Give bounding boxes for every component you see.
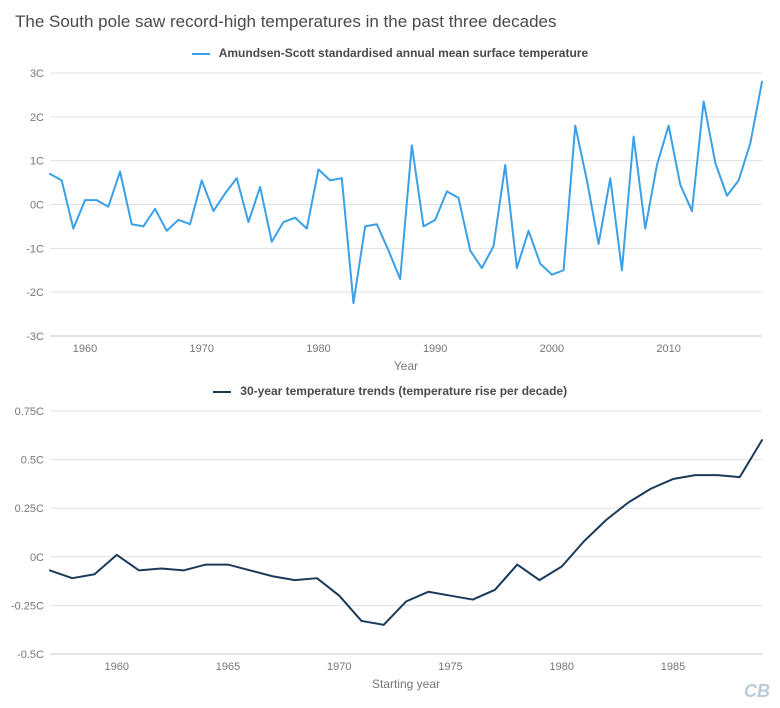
svg-text:1990: 1990	[423, 343, 447, 355]
svg-text:0C: 0C	[30, 200, 44, 212]
svg-text:3C: 3C	[30, 68, 44, 80]
svg-text:1960: 1960	[73, 343, 97, 355]
svg-text:1980: 1980	[550, 661, 574, 673]
svg-text:2000: 2000	[540, 343, 564, 355]
top-legend-label: Amundsen-Scott standardised annual mean …	[219, 46, 588, 60]
chart-container: The South pole saw record-high temperatu…	[0, 0, 780, 708]
svg-text:2010: 2010	[656, 343, 680, 355]
bottom-legend-swatch	[213, 391, 231, 393]
top-legend: Amundsen-Scott standardised annual mean …	[0, 40, 780, 68]
svg-text:-2C: -2C	[26, 287, 44, 299]
svg-text:1970: 1970	[189, 343, 213, 355]
top-chart-wrap: Amundsen-Scott standardised annual mean …	[0, 40, 780, 378]
svg-text:Year: Year	[394, 359, 418, 373]
svg-text:-3C: -3C	[26, 331, 44, 343]
bottom-chart-svg: -0.5C -0.25C 0C 0.25C 0.5C 0.75C 1960 1965 1970 1…	[0, 406, 780, 696]
svg-text:0.25C: 0.25C	[15, 503, 44, 515]
svg-text:1C: 1C	[30, 156, 44, 168]
svg-text:1975: 1975	[438, 661, 462, 673]
top-chart-svg: -3C -2C -1C 0C 1C 2C 3C 1960 1970 1980 1990 2000 201…	[0, 68, 780, 378]
svg-text:-1C: -1C	[26, 243, 44, 255]
svg-text:1965: 1965	[216, 661, 240, 673]
svg-text:1970: 1970	[327, 661, 351, 673]
bottom-legend: 30-year temperature trends (temperature …	[0, 378, 780, 406]
svg-text:-0.5C: -0.5C	[17, 649, 44, 661]
svg-text:1960: 1960	[105, 661, 129, 673]
page-title: The South pole saw record-high temperatu…	[0, 0, 780, 40]
svg-text:2C: 2C	[30, 112, 44, 124]
svg-text:0C: 0C	[30, 552, 44, 564]
svg-text:0.75C: 0.75C	[15, 406, 44, 418]
svg-text:0.5C: 0.5C	[21, 455, 44, 467]
svg-text:-0.25C: -0.25C	[11, 600, 44, 612]
bottom-chart-wrap: 30-year temperature trends (temperature …	[0, 378, 780, 696]
top-legend-swatch	[192, 53, 210, 55]
svg-text:Starting year: Starting year	[372, 677, 440, 691]
logo-badge: CB	[744, 681, 770, 702]
bottom-legend-label: 30-year temperature trends (temperature …	[240, 384, 567, 398]
svg-text:1985: 1985	[661, 661, 685, 673]
svg-text:1980: 1980	[306, 343, 330, 355]
